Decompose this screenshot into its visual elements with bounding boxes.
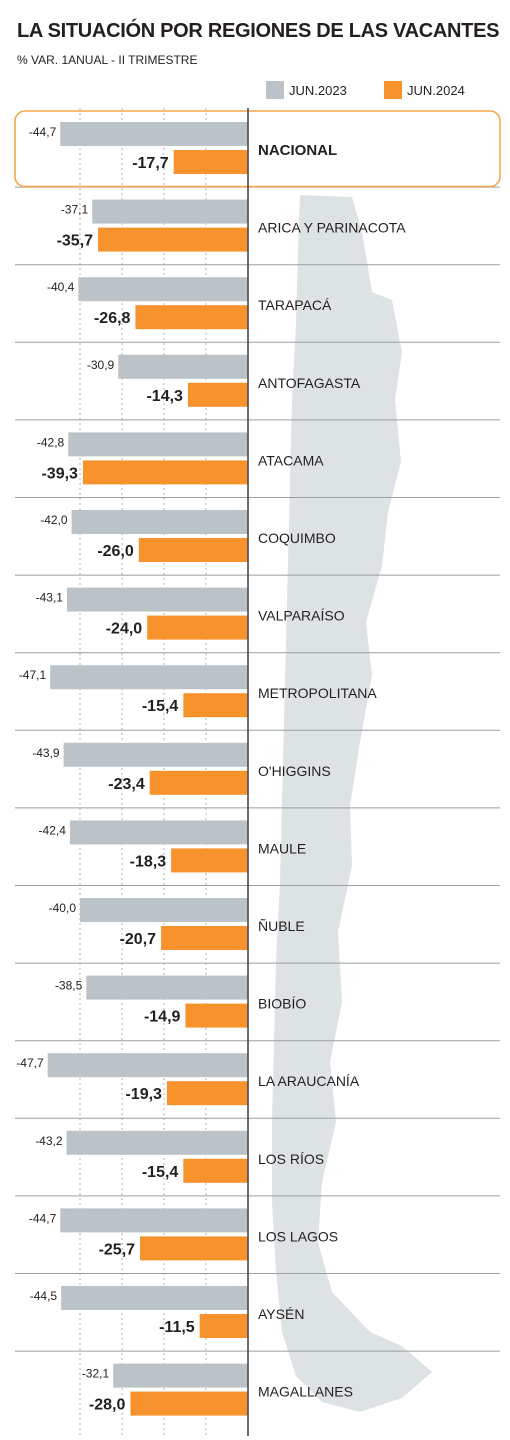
value-label-2024: -19,3 xyxy=(125,1086,162,1103)
bar-2023 xyxy=(63,742,249,767)
bar-2024 xyxy=(138,538,248,562)
highlight-box xyxy=(14,110,501,188)
bar-2024 xyxy=(173,150,248,174)
value-label-2024: -28,0 xyxy=(89,1397,126,1414)
bar-2023 xyxy=(66,587,248,612)
bar-2024 xyxy=(171,848,248,873)
category-label: LOS RÍOS xyxy=(258,1151,324,1167)
value-label-2024: -14,9 xyxy=(144,1009,181,1026)
value-label-2024: -23,4 xyxy=(108,776,145,793)
value-label-2024: -18,3 xyxy=(130,853,167,870)
value-label-2023: -44,7 xyxy=(29,125,57,139)
legend-swatch-2023 xyxy=(266,81,284,99)
value-label-2023: -32,1 xyxy=(82,1367,110,1381)
value-label-2024: -24,0 xyxy=(106,621,143,638)
bar-2024 xyxy=(82,460,248,485)
chile-map-shape xyxy=(272,195,432,1412)
bar-2023 xyxy=(86,975,248,1000)
bar-2024 xyxy=(166,1081,248,1106)
category-label: TARAPACÁ xyxy=(258,297,332,313)
bar-2023 xyxy=(68,432,249,457)
category-label: COQUIMBO xyxy=(258,530,336,546)
category-label: ARICA Y PARINACOTA xyxy=(258,220,406,236)
bar-2024 xyxy=(147,615,248,640)
bar-2024 xyxy=(183,693,248,718)
bar-2023 xyxy=(92,199,249,224)
value-label-2023: -42,0 xyxy=(40,513,68,527)
category-label: ÑUBLE xyxy=(258,918,305,934)
value-label-2023: -40,4 xyxy=(47,280,75,294)
category-label: ANTOFAGASTA xyxy=(258,375,361,391)
category-label: NACIONAL xyxy=(258,142,337,159)
bar-2023 xyxy=(80,898,248,922)
legend-label-2023: JUN.2023 xyxy=(289,82,347,98)
legend-swatch-2024 xyxy=(384,81,402,99)
bar-2023 xyxy=(50,665,249,690)
legend-item-2023: JUN.2023 xyxy=(266,81,347,99)
value-label-2023: -42,8 xyxy=(37,435,65,449)
value-label-2023: -47,1 xyxy=(19,668,47,682)
bar-2024 xyxy=(161,926,248,950)
value-label-2023: -30,9 xyxy=(87,358,115,372)
bar-2023 xyxy=(71,510,248,534)
value-label-2023: -44,5 xyxy=(30,1289,58,1303)
value-label-2023: -37,1 xyxy=(61,203,89,217)
bar-2023 xyxy=(69,820,248,845)
category-label: METROPOLITANA xyxy=(258,685,377,701)
category-label: MAULE xyxy=(258,840,306,856)
bar-2024 xyxy=(199,1314,248,1338)
value-label-2024: -39,3 xyxy=(41,465,78,482)
bar-2023 xyxy=(113,1363,249,1388)
value-label-2023: -40,0 xyxy=(49,901,77,915)
bar-2023 xyxy=(60,1208,249,1233)
bar-2023 xyxy=(61,1286,248,1310)
legend-item-2024: JUN.2024 xyxy=(384,81,465,99)
value-label-2023: -38,5 xyxy=(55,979,83,993)
value-label-2024: -15,4 xyxy=(142,1164,179,1181)
category-label: VALPARAÍSO xyxy=(258,608,345,624)
bar-2024 xyxy=(135,305,248,330)
chart-title: LA SITUACIÓN POR REGIONES DE LAS VACANTE… xyxy=(17,20,500,42)
category-label: BIOBÍO xyxy=(258,996,306,1012)
value-label-2023: -47,7 xyxy=(16,1056,44,1070)
category-label: LOS LAGOS xyxy=(258,1228,338,1244)
bar-2023 xyxy=(47,1053,248,1078)
value-label-2023: -43,2 xyxy=(35,1134,63,1148)
bar-2024 xyxy=(130,1391,248,1416)
value-label-2023: -43,1 xyxy=(36,591,64,605)
value-label-2024: -15,4 xyxy=(142,698,179,715)
value-label-2024: -20,7 xyxy=(120,931,157,948)
category-label: O'HIGGINS xyxy=(258,763,331,779)
category-label: MAGALLANES xyxy=(258,1384,353,1400)
value-label-2024: -17,7 xyxy=(132,155,169,172)
value-label-2024: -35,7 xyxy=(57,233,94,250)
value-label-2023: -44,7 xyxy=(29,1211,57,1225)
bar-2023 xyxy=(60,122,249,146)
value-label-2023: -42,4 xyxy=(39,823,67,837)
value-label-2024: -26,0 xyxy=(97,543,134,560)
value-label-2023: -43,9 xyxy=(32,746,60,760)
value-label-2024: -26,8 xyxy=(94,310,131,327)
legend-label-2024: JUN.2024 xyxy=(407,82,465,98)
bar-2024 xyxy=(185,1003,248,1028)
chart-subtitle: % VAR. 1ANUAL - II TRIMESTRE xyxy=(17,53,198,67)
category-label: ATACAMA xyxy=(258,452,324,468)
category-label: LA ARAUCANÍA xyxy=(258,1073,360,1089)
bar-2024 xyxy=(98,227,248,252)
bar-2024 xyxy=(187,382,248,407)
value-label-2024: -25,7 xyxy=(99,1241,136,1258)
value-label-2024: -11,5 xyxy=(159,1319,195,1336)
bar-2023 xyxy=(118,354,248,379)
value-label-2024: -14,3 xyxy=(146,388,183,405)
bar-2024 xyxy=(149,770,248,795)
bar-2024 xyxy=(140,1236,248,1261)
bar-2024 xyxy=(183,1158,248,1183)
bar-2023 xyxy=(78,277,248,302)
bar-2023 xyxy=(66,1130,248,1155)
category-label: AYSÉN xyxy=(258,1306,304,1322)
